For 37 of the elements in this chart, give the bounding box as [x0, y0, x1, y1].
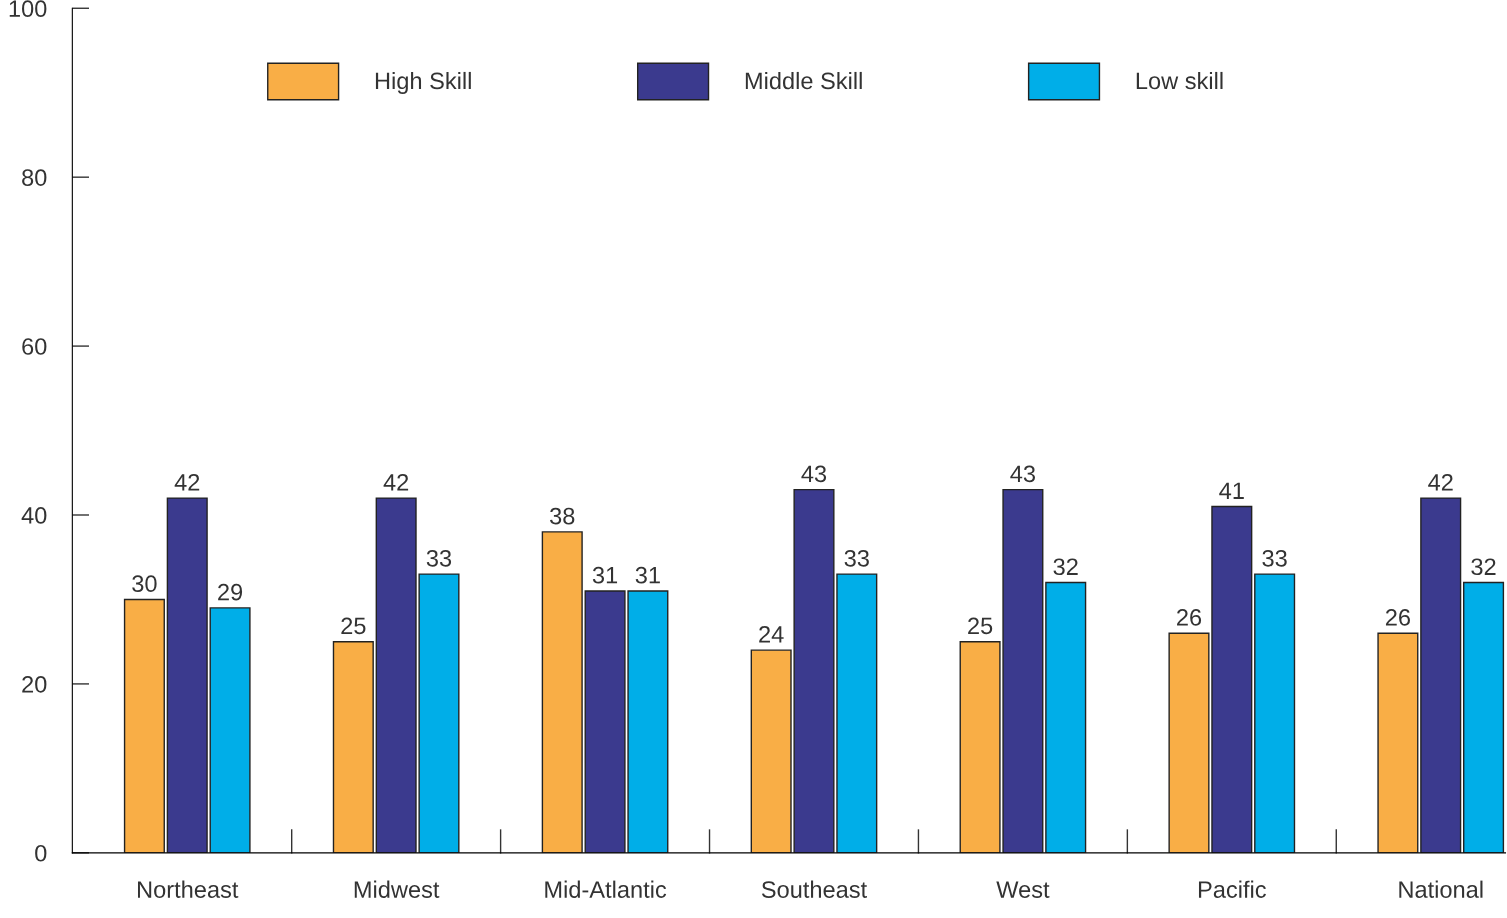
data-label: 25 — [341, 617, 366, 635]
data-label: 42 — [383, 473, 409, 491]
y-tick-label: 80 — [22, 169, 47, 186]
legend-label: Middle Skill — [745, 71, 862, 90]
y-tick-label: 0 — [35, 844, 47, 862]
data-label: 31 — [635, 566, 660, 584]
data-label: 42 — [1428, 473, 1453, 491]
y-tick-label: 40 — [21, 507, 47, 524]
y-tick-label: 60 — [22, 338, 47, 355]
x-tick-label: Pacific — [1198, 880, 1266, 898]
x-tick-label: Southeast — [761, 880, 867, 898]
data-label: 25 — [968, 617, 993, 635]
data-label: 33 — [1262, 549, 1287, 567]
y-tick-label: 20 — [22, 675, 47, 693]
data-label: 24 — [759, 625, 784, 643]
legend-label: High Skill — [375, 71, 471, 94]
data-label: 42 — [174, 473, 200, 491]
x-tick-label: Midwest — [354, 880, 440, 898]
data-label: 33 — [426, 549, 452, 567]
legend-label: Low skill — [1136, 71, 1223, 90]
x-tick-label: Mid-Atlantic — [545, 880, 667, 898]
data-label: 32 — [1471, 558, 1496, 576]
x-tick-label: National — [1399, 880, 1483, 898]
data-label: 43 — [801, 465, 827, 483]
data-label: 41 — [1219, 482, 1244, 499]
data-label: 43 — [1010, 465, 1035, 483]
data-label: 31 — [592, 566, 618, 584]
data-label: 32 — [1053, 558, 1078, 576]
data-label: 26 — [1385, 609, 1410, 626]
data-label: 29 — [218, 583, 243, 601]
x-tick-label: West — [996, 881, 1050, 898]
data-label: 38 — [550, 507, 575, 525]
data-label: 33 — [844, 549, 869, 567]
data-label: 26 — [1177, 609, 1202, 626]
y-tick-label: 100 — [9, 0, 47, 18]
x-tick-label: Northeast — [138, 880, 239, 898]
data-label: 30 — [132, 575, 157, 593]
